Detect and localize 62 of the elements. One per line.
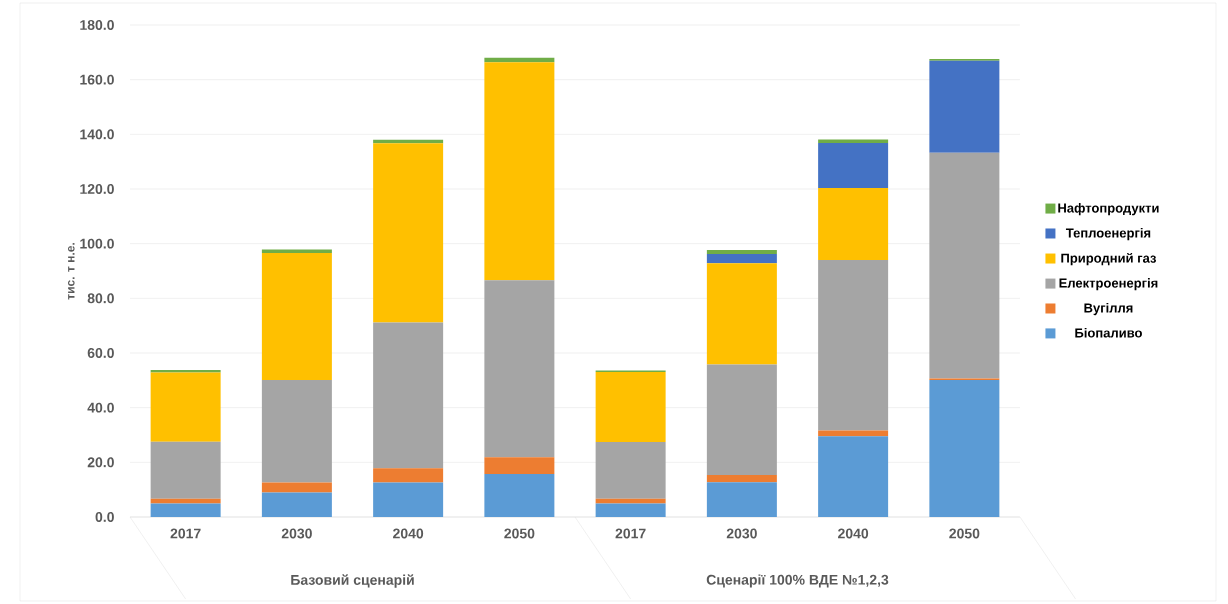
bar	[595, 372, 666, 443]
y-tick-label: 0.0	[95, 512, 114, 522]
bar	[261, 380, 332, 483]
text: Сценарії 100% ВДЕ №1,2,3	[706, 574, 889, 588]
bar	[373, 143, 444, 323]
legend-label: Нафтопродукти	[1058, 203, 1159, 216]
bar	[150, 372, 221, 442]
bar	[484, 62, 555, 281]
x-tick-label: 2040	[393, 528, 424, 539]
bar	[818, 436, 889, 517]
x-tick-label: 2017	[170, 528, 201, 539]
legend-label: Вугілля	[1084, 303, 1133, 316]
bar	[373, 482, 444, 517]
x-tick-label: 2050	[949, 528, 980, 539]
bar	[706, 263, 777, 365]
y-tick-label: 180.0	[80, 20, 114, 30]
bar	[484, 474, 555, 517]
y-tick-label: 140.0	[80, 129, 114, 140]
legend-label: Біопаливо	[1075, 327, 1142, 338]
text: Базовий сценарій	[291, 574, 414, 588]
x-tick-label: 2050	[504, 528, 535, 539]
y-tick-label: 20.0	[87, 457, 114, 468]
bar	[706, 474, 777, 483]
y-tick-label: 40.0	[87, 402, 114, 413]
legend-label: Теплоенергія	[1065, 228, 1151, 241]
bar	[484, 280, 555, 458]
y-tick-label: 80.0	[87, 293, 114, 304]
legend-label: Природний газ	[1061, 252, 1156, 266]
y-axis-title: тис. т н.е.	[68, 243, 75, 300]
bar	[261, 249, 332, 253]
x-tick-label: 2030	[726, 528, 757, 539]
x-tick-label: 2040	[838, 528, 869, 539]
y-tick-label: 160.0	[80, 74, 114, 85]
bar	[818, 143, 889, 188]
y-tick-label: 60.0	[87, 348, 114, 358]
bar	[261, 492, 332, 517]
bar	[929, 60, 1000, 153]
y-tick-label: 120.0	[80, 184, 114, 194]
bar	[373, 322, 444, 469]
bar	[706, 249, 777, 255]
bar	[150, 441, 221, 499]
bar	[261, 482, 332, 493]
bar	[150, 498, 221, 504]
bar	[706, 482, 777, 517]
bar	[595, 442, 666, 499]
x-tick-label: 2030	[281, 528, 312, 539]
bar	[261, 252, 332, 381]
legend-label: Електроенергія	[1059, 278, 1158, 291]
y-tick-label: 100.0	[80, 238, 114, 249]
bar	[484, 57, 555, 63]
bar	[373, 468, 444, 483]
bar	[150, 503, 221, 517]
bar	[818, 187, 889, 261]
bar	[595, 498, 666, 504]
bar	[929, 380, 1000, 517]
bar	[706, 364, 777, 475]
bar	[706, 254, 777, 264]
bar	[929, 152, 1000, 379]
bar	[595, 503, 666, 517]
bar	[484, 457, 555, 475]
bar	[818, 260, 889, 431]
x-tick-label: 2017	[615, 528, 646, 539]
